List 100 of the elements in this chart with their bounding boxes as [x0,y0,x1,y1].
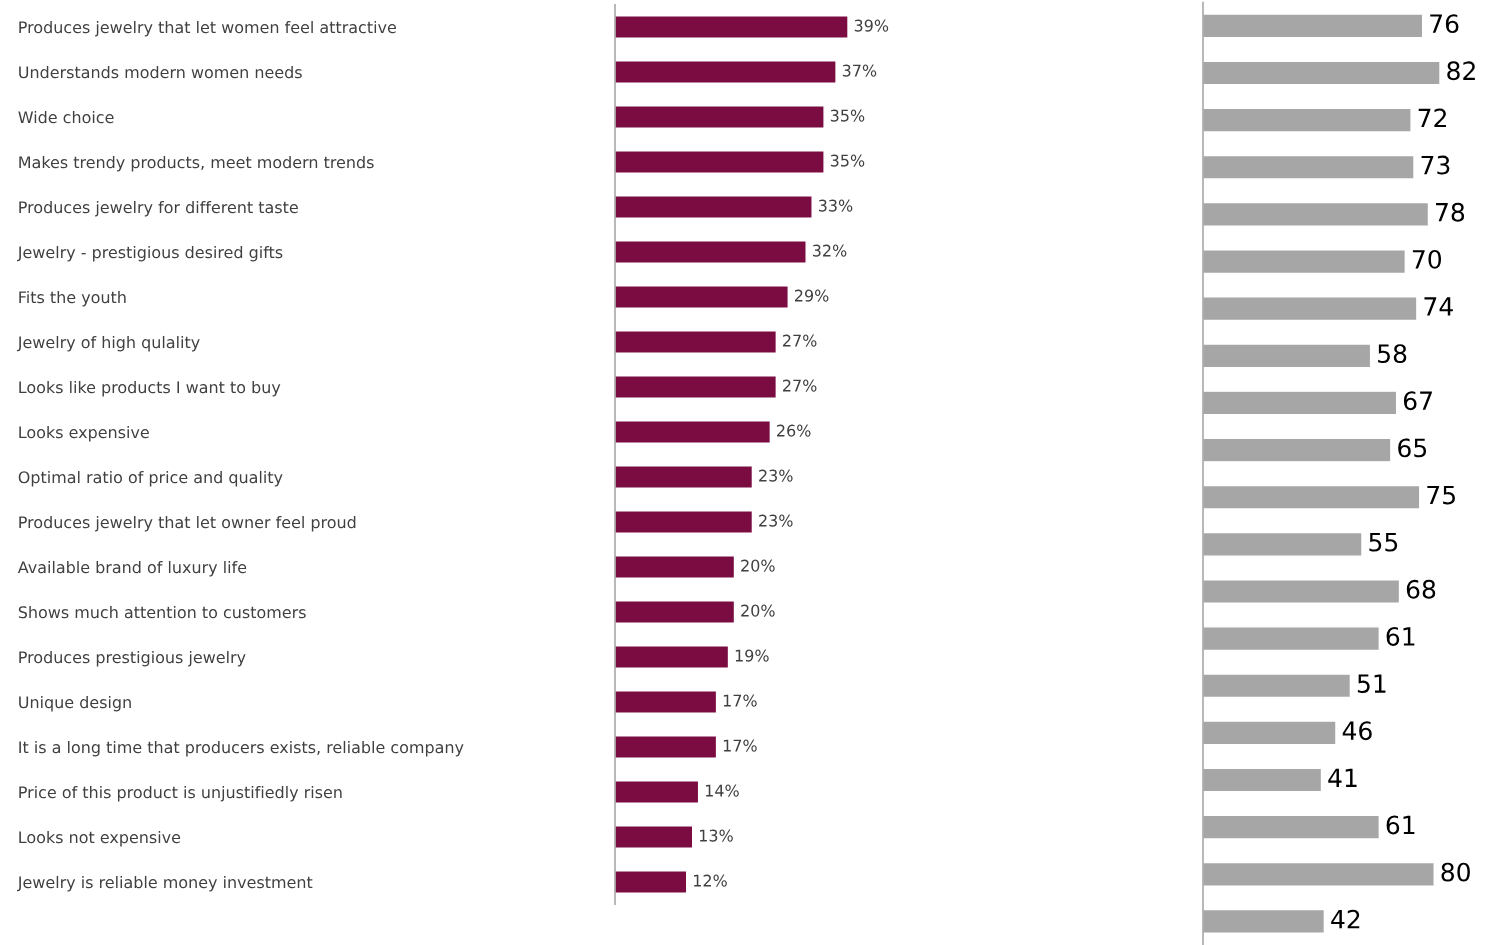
y-tick-label: Shows much attention to customers [18,605,306,619]
y-tick-label: Available brand of luxury life [17,560,247,577]
data-label: 73 [1421,155,1450,175]
bar [615,15,849,39]
y-tick-label: Looks expensive [19,425,149,442]
bar [615,420,772,444]
data-label: 26% [777,424,811,437]
data-label: 72 [1418,108,1446,128]
data-label: 82 [1447,61,1475,81]
bar [615,285,789,309]
bar [1203,249,1407,275]
bar [615,150,825,174]
bar [1203,107,1412,133]
bar [615,105,825,129]
data-label: 33% [818,199,853,212]
bar [615,510,754,534]
data-label: 14% [705,784,739,797]
y-tick-label: Wide choice [18,110,114,124]
bar [615,330,778,354]
data-label: 35% [830,154,865,167]
data-label: 58 [1378,344,1407,364]
y-tick-label: Optimal ratio of price and quality [18,470,283,487]
data-label: 42 [1331,909,1360,929]
bar [1203,626,1380,652]
bar [615,465,754,489]
data-label: 75 [1427,485,1455,505]
y-tick-label: Looks like products I want to buy [19,380,281,397]
data-label: 27% [783,334,817,347]
y-tick-label: Produces jewelry that let owner feel proud [19,515,356,532]
y-tick-label: Price of this product is unjustifiedly risen [19,785,342,802]
data-label: 35% [830,109,865,122]
y-tick-label: Jewelry of high qulality [16,335,200,352]
bar [1203,154,1415,180]
bar [615,690,718,714]
data-label: 51 [1357,674,1386,694]
data-label: 80 [1441,862,1470,882]
y-tick-label: Unique design [19,695,131,712]
bar [1203,814,1380,840]
y-tick-label: Makes trendy products, meet modern trends [19,155,374,172]
bar [1203,296,1418,322]
y-tick-label: Produces prestigious jewelry [19,650,246,667]
y-tick-label: It is a long time that producers exists, reliable company [19,740,464,757]
bar [1203,673,1352,699]
bar [615,870,688,894]
bar [615,555,736,579]
data-label: 61 [1386,815,1415,835]
y-tick-label: Fits the youth [19,290,126,307]
y-tick-label: Produces jewelry for different taste [19,200,298,217]
bar [1203,908,1326,934]
bar [1203,531,1363,557]
data-label: 61 [1386,626,1415,646]
data-label: 68 [1406,579,1436,599]
bar [1203,861,1435,887]
data-label: 20% [741,559,775,572]
bar [1203,767,1323,793]
y-tick-label: Looks not expensive [19,830,181,847]
data-label: 17% [723,694,757,707]
data-label: 23% [759,469,793,482]
y-tick-label: Jewelry is reliable money investment [16,875,313,892]
data-label: 70 [1412,249,1442,269]
data-label: 78 [1436,202,1465,222]
data-label: 37% [842,64,877,77]
data-label: 13% [699,829,733,842]
bar [1203,437,1392,463]
bar [1203,13,1424,39]
y-tick-label: Produces jewelry that let women feel attractive [19,20,396,37]
data-label: 19% [735,649,769,662]
bar [1203,720,1337,746]
bar [1203,343,1372,369]
bar [615,60,837,84]
data-label: 39% [854,19,889,32]
bar [615,735,718,759]
data-label: 46 [1342,721,1372,741]
data-label: 65 [1398,438,1427,458]
bar [1203,579,1401,604]
bar [615,780,700,804]
data-label: 23% [759,514,793,527]
data-label: 41 [1328,768,1357,787]
bar [615,195,813,219]
bar [615,825,694,849]
data-label: 27% [783,379,817,392]
y-tick-label: Understands modern women needs [19,65,302,79]
bar [615,645,730,669]
bar [1203,484,1421,510]
bar [1203,60,1441,86]
data-label: 76 [1430,14,1459,34]
data-label: 67 [1403,391,1432,411]
bar [615,600,736,624]
data-label: 74 [1424,297,1453,316]
y-tick-label: Jewelry - prestigious desired gifts [16,245,283,262]
data-label: 29% [794,289,829,302]
bar [615,375,778,399]
data-label: 17% [723,739,757,752]
bar [1203,201,1430,227]
data-label: 55 [1369,533,1398,552]
data-label: 32% [812,244,847,257]
data-label: 12% [694,874,727,887]
data-label: 20% [741,604,775,617]
bar [1203,390,1398,416]
bar [615,240,807,264]
